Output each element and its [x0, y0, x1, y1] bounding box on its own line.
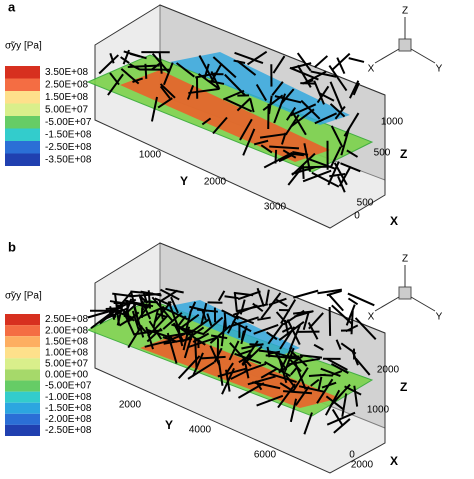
legend-label: -2.00E+08 [45, 414, 92, 425]
triad-label: Z [402, 6, 408, 17]
legend-swatch [5, 91, 40, 104]
x-tick-label: 0 [349, 450, 355, 461]
fracture [320, 375, 333, 376]
z-axis-label: Z [400, 147, 407, 161]
legend-label: 1.50E+08 [45, 92, 89, 103]
legend-swatch [5, 314, 40, 325]
y-axis-label: Y [165, 418, 173, 432]
triad-x [375, 49, 399, 63]
triad-label: X [368, 312, 375, 323]
x-axis-label: X [390, 214, 398, 228]
legend-label: -1.50E+08 [45, 129, 92, 140]
legend-label: -5.00E+07 [45, 381, 92, 392]
legend-swatch [5, 141, 40, 154]
legend-swatch [5, 129, 40, 142]
legend-label: -5.00E+07 [45, 117, 92, 128]
legend-label: 2.50E+08 [45, 79, 89, 90]
legend-swatch [5, 104, 40, 117]
legend-label: -1.00E+08 [45, 392, 92, 403]
triad-y [411, 297, 435, 311]
legend-label: 5.00E+07 [45, 104, 89, 115]
legend-label: -3.50E+08 [45, 154, 92, 165]
fracture [349, 58, 364, 62]
legend-title: σ̃yy [Pa] [5, 41, 42, 52]
legend-label: 0.00E+00 [45, 370, 89, 381]
legend-label: 2.50E+08 [45, 314, 89, 325]
fracture [145, 64, 146, 79]
legend-swatch [5, 392, 40, 403]
fracture [195, 339, 196, 369]
z-axis-label: Z [400, 380, 407, 394]
fracture [293, 291, 318, 298]
fracture [303, 165, 304, 179]
panel: b σ̃yy [Pa] 2.50E+082.00E+081.50E+081.00E+… [5, 239, 443, 473]
legend-swatch [5, 154, 40, 167]
triad-x [375, 297, 399, 311]
fracture [225, 313, 226, 329]
fracture [348, 294, 374, 306]
y-axis-label: Y [180, 174, 188, 188]
legend-label: 2.00E+08 [45, 325, 89, 336]
legend-swatch [5, 336, 40, 347]
legend-label: -2.50E+08 [45, 142, 92, 153]
z-tick-label: 1000 [381, 117, 404, 128]
y-tick-label: 3000 [264, 202, 287, 213]
z-tick-label: 500 [374, 148, 391, 159]
y-tick-label: 2000 [204, 177, 227, 188]
legend-label: 1.00E+08 [45, 347, 89, 358]
legend-swatch [5, 116, 40, 129]
triad-label: Y [436, 312, 443, 323]
legend-swatch [5, 347, 40, 358]
legend-swatch [5, 414, 40, 425]
legend-label: 3.50E+08 [45, 67, 89, 78]
z-tick-label: 1000 [367, 405, 390, 416]
legend-label: -1.50E+08 [45, 403, 92, 414]
x-tick-label: 0 [354, 211, 360, 222]
panel-label: a [8, 0, 16, 14]
y-tick-label: 2000 [119, 400, 142, 411]
triad-label: X [368, 64, 375, 75]
x-axis-label: X [390, 454, 398, 468]
legend-title: σ̃yy [Pa] [5, 291, 42, 302]
legend-swatch [5, 79, 40, 92]
z-tick-label: 2000 [377, 365, 400, 376]
legend-label: 1.50E+08 [45, 336, 89, 347]
legend-swatch [5, 325, 40, 336]
legend-swatch [5, 425, 40, 436]
legend-swatch [5, 358, 40, 369]
fracture [348, 298, 357, 304]
triad-cube [399, 287, 411, 299]
triad-label: Z [402, 254, 408, 265]
fracture [315, 56, 328, 67]
panel-label: b [8, 239, 16, 254]
legend-swatch [5, 369, 40, 380]
y-tick-label: 1000 [139, 150, 162, 161]
legend-swatch [5, 66, 40, 79]
y-tick-label: 4000 [189, 425, 212, 436]
legend-label: -2.50E+08 [45, 425, 92, 436]
triad-y [411, 49, 435, 63]
panel: a σ̃yy [Pa] 3.50E+082.50E+08 1.50E+085.00E+… [5, 0, 443, 228]
legend-swatch [5, 381, 40, 392]
triad-cube [399, 39, 411, 51]
legend-swatch [5, 403, 40, 414]
x-tick-label: 2000 [351, 460, 374, 471]
legend-label: 5.00E+07 [45, 359, 89, 370]
x-tick-label: 500 [357, 198, 374, 209]
y-tick-label: 6000 [254, 450, 277, 461]
triad-label: Y [436, 64, 443, 75]
